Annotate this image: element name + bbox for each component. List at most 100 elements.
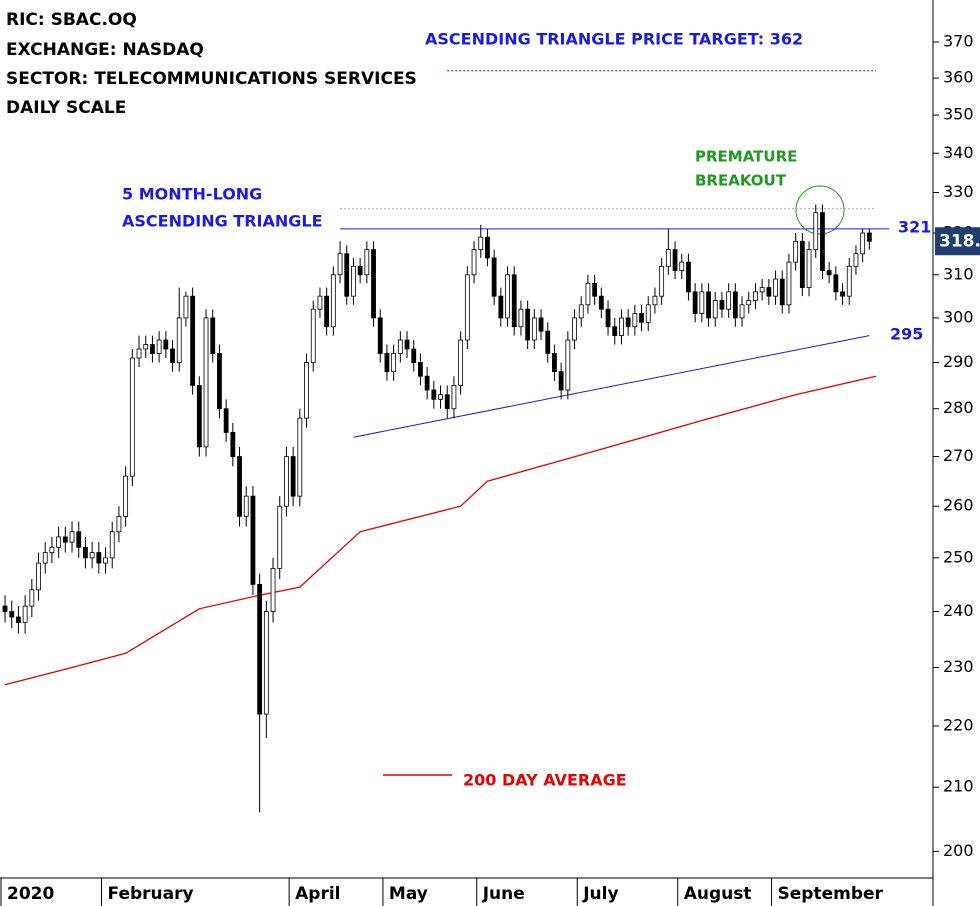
y-tick-label: 280 <box>943 398 974 417</box>
candle-body <box>277 505 283 569</box>
candle-body <box>431 389 437 400</box>
header-line: SECTOR: TELECOMMUNICATIONS SERVICES <box>6 69 417 89</box>
candle-body <box>170 348 175 363</box>
candle-body <box>150 344 155 354</box>
candle-body <box>458 339 464 386</box>
candle-body <box>491 257 497 297</box>
candle-body <box>257 584 263 715</box>
candle-body <box>243 495 249 517</box>
candle-body <box>538 317 544 332</box>
trend-line <box>353 335 870 438</box>
candle-body <box>558 371 564 391</box>
candle-body <box>518 308 524 328</box>
candle-body <box>572 317 577 341</box>
candle-body <box>310 308 316 363</box>
candle-body <box>123 475 129 517</box>
candle-body <box>652 295 658 306</box>
x-tick-label: August <box>684 884 752 904</box>
x-tick-label: February <box>108 884 194 904</box>
target-label: ASCENDING TRIANGLE PRICE TARGET: 362 <box>425 30 803 49</box>
candle-body <box>76 531 82 548</box>
candle-body <box>759 287 765 293</box>
y-tick-label: 210 <box>943 777 974 796</box>
candle-body <box>404 339 410 350</box>
last-price-label: 318. <box>939 231 980 251</box>
candle-body <box>552 353 557 373</box>
x-tick-label: May <box>389 884 428 904</box>
candle-body <box>56 536 62 548</box>
candle-body <box>337 253 343 276</box>
y-tick-label: 290 <box>943 352 974 371</box>
y-tick-label: 220 <box>943 716 974 735</box>
candle-body <box>786 261 792 306</box>
y-tick-label: 200 <box>943 841 974 860</box>
candle-body <box>766 287 772 297</box>
candle-body <box>679 261 685 271</box>
x-tick-label: April <box>295 884 340 904</box>
candle-body <box>485 236 490 259</box>
candle-body <box>605 308 611 328</box>
candle-body <box>833 274 839 293</box>
candle-body <box>176 317 182 363</box>
candle-body <box>726 291 732 310</box>
candle-body <box>9 611 15 618</box>
y-tick-label: 270 <box>943 446 974 465</box>
candle-body <box>357 265 363 276</box>
y-tick-label: 250 <box>943 547 974 566</box>
candle-body <box>270 567 276 612</box>
y-tick-label: 230 <box>943 657 974 676</box>
candle-body <box>42 552 48 564</box>
candle-body <box>438 394 443 400</box>
candle-body <box>69 531 75 543</box>
candle-body <box>799 240 805 288</box>
candle-body <box>203 317 209 448</box>
candle-body <box>304 362 309 419</box>
candle-body <box>384 353 390 373</box>
candle-body <box>163 339 169 350</box>
last-price-box <box>935 227 980 256</box>
candle-body <box>625 317 631 328</box>
x-tick-label: June <box>482 884 525 904</box>
candle-body <box>498 295 504 319</box>
y-tick-label: 300 <box>943 307 974 326</box>
candle-body <box>263 611 269 715</box>
candle-body <box>391 353 397 373</box>
candle-body <box>103 557 108 564</box>
candle-body <box>686 261 691 293</box>
candle-body <box>96 552 102 564</box>
candle-body <box>16 616 21 623</box>
candle-body <box>250 495 256 585</box>
candle-body <box>397 339 403 354</box>
candle-body <box>853 253 859 267</box>
candle-body <box>699 291 705 314</box>
breakout-circle <box>795 185 845 235</box>
moving-average <box>4 375 877 686</box>
candle-body <box>136 348 142 359</box>
candle-body <box>83 546 88 559</box>
candle-body <box>565 339 571 391</box>
candle-body <box>424 375 430 391</box>
candle-body <box>665 249 671 267</box>
candle-body <box>36 562 41 591</box>
triangle-label: ASCENDING TRIANGLE <box>122 212 323 231</box>
candle-body <box>351 265 356 297</box>
candle-body <box>478 236 484 250</box>
triangle-label: 5 MONTH-LONG <box>122 185 262 204</box>
candle-body <box>525 308 531 341</box>
candle-body <box>330 274 336 328</box>
breakout-label: PREMATURE <box>695 148 797 166</box>
candle-body <box>739 304 745 319</box>
header-line: DAILY SCALE <box>6 98 126 118</box>
candle-body <box>505 274 510 319</box>
candle-body <box>89 552 95 559</box>
candle-body <box>22 605 28 623</box>
candle-body <box>411 348 417 363</box>
y-tick-label: 350 <box>943 105 974 124</box>
candle-body <box>290 456 296 497</box>
candle-body <box>813 212 819 250</box>
candle-body <box>612 326 618 336</box>
candle-body <box>297 417 303 497</box>
header-line: EXCHANGE: NASDAQ <box>6 40 204 60</box>
candle-body <box>578 304 584 319</box>
